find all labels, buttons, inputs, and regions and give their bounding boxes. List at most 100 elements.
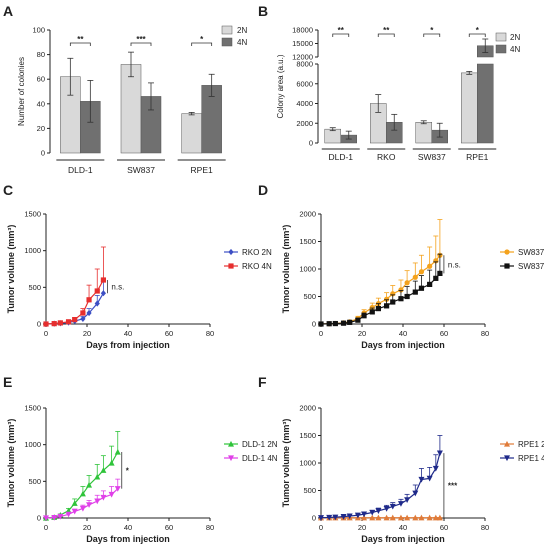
- panel-e-y-tick-label: 0: [37, 514, 41, 523]
- panel-e-data-point: [71, 500, 78, 506]
- panel-f-data-point: [361, 514, 368, 521]
- panel-f-chart: 0 500 1000 1500 2000 0 20 40 60 80 Days from injec…: [281, 404, 544, 545]
- panel-c-y-tick-label: 0: [37, 320, 41, 329]
- panel-f-legend-label: RPE1 4N: [518, 454, 544, 463]
- panel-f-data-point: [436, 514, 443, 521]
- panel-a-significance-bracket: [130, 42, 152, 46]
- panel-b-y-tick-label: 12000: [292, 53, 313, 62]
- panel-f-x-tick-label: 60: [440, 523, 448, 532]
- panel-e-legend-marker: [228, 455, 234, 462]
- panel-b-significance-bracket: [377, 33, 395, 37]
- panel-e-significance: *: [126, 466, 130, 475]
- panel-d-x-label: Days from injection: [361, 340, 445, 350]
- panel-e-x-tick-label: 20: [83, 523, 91, 532]
- panel-f-x-tick-label: 80: [481, 523, 489, 532]
- panel-d-data-point: [433, 275, 439, 281]
- panel-c-data-point: [80, 310, 86, 316]
- panel-d-y-tick-label: 0: [312, 320, 316, 329]
- panel-f-data-point: [369, 509, 376, 516]
- panel-b-category-label: RPE1: [466, 152, 488, 162]
- panel-d-data-point: [375, 306, 381, 312]
- panel-f-y-tick-label: 1500: [299, 431, 316, 440]
- panel-a-legend-swatch: [221, 25, 233, 35]
- panel-e-y-label: Tumor volume (mm³): [6, 419, 16, 508]
- panel-f-data-point: [412, 514, 419, 521]
- panel-c-significance: n.s.: [111, 283, 124, 292]
- panel-a-legend-label: 2N: [237, 26, 247, 35]
- panel-e-data-point: [100, 467, 107, 473]
- panel-d-data-point: [340, 320, 347, 326]
- panel-d-data-point: [427, 263, 433, 269]
- panel-c-data-point: [94, 288, 100, 294]
- panel-f-legend-marker: [504, 455, 510, 462]
- panel-c-legend-marker: [228, 263, 234, 269]
- panel-f-data-point: [369, 514, 376, 521]
- panel-b-legend-swatch: [495, 44, 507, 54]
- panel-b-significance-bracket: [332, 33, 350, 37]
- panel-f-data-point: [389, 503, 396, 510]
- panel-d-data-point: [384, 296, 390, 302]
- panel-f-data-point: [375, 514, 382, 521]
- panel-d-data-point: [404, 293, 410, 300]
- panel-a-significance-bracket: [191, 42, 213, 46]
- panel-f-data-point: [383, 506, 390, 512]
- panel-d-y-tick-label: 2000: [299, 210, 316, 219]
- panel-f-x-tick-label: 20: [358, 523, 366, 532]
- panel-b-significance-bracket: [468, 33, 486, 37]
- panel-a-category-label: RPE1: [191, 165, 213, 175]
- panel-d-data-point: [347, 319, 353, 325]
- panel-c-y-tick-label: 1000: [24, 246, 41, 255]
- panel-f-data-point: [332, 514, 339, 521]
- panel-f-data-point: [375, 508, 382, 514]
- panel-d-data-point: [398, 287, 404, 293]
- panel-d-x-tick-label: 20: [358, 329, 366, 338]
- panel-d-data-point: [427, 281, 433, 287]
- panel-c-x-tick-label: 0: [44, 329, 48, 338]
- panel-c-data-point: [86, 297, 92, 303]
- panel-label-a: A: [3, 3, 13, 19]
- panel-d-y-label: Tumor volume (mm³): [281, 225, 291, 314]
- panel-d-data-point: [404, 280, 410, 286]
- panel-e-data-point: [43, 515, 49, 522]
- panel-e-legend-label: DLD-1 4N: [242, 454, 278, 463]
- panel-e-y-tick-label: 1000: [24, 440, 41, 449]
- panel-label-f: F: [258, 374, 267, 390]
- panel-a-y-tick-label: 40: [37, 99, 45, 108]
- panel-d-y-tick-label: 1500: [299, 237, 316, 246]
- panel-f-data-point: [436, 450, 443, 457]
- panel-f-y-tick-label: 2000: [299, 404, 316, 413]
- panel-b-y-tick-label: 6000: [296, 79, 313, 88]
- panel-e-data-point: [57, 513, 64, 520]
- panel-f-data-point: [389, 514, 396, 521]
- panel-d-y-tick-label: 500: [303, 292, 316, 301]
- panel-a-category-label: DLD-1: [68, 165, 93, 175]
- panel-label-c: C: [3, 182, 13, 198]
- panel-b-y-tick-label: 8000: [296, 60, 313, 69]
- panel-b-significance-bracket: [423, 33, 441, 37]
- panel-d-data-point: [332, 320, 338, 327]
- panel-d-series-line: [320, 273, 441, 325]
- panel-c-x-label: Days from injection: [86, 340, 170, 350]
- panel-e-x-tick-label: 60: [165, 523, 173, 532]
- panel-d-y-tick-label: 1000: [299, 265, 316, 274]
- panel-c-chart: 0 500 1000 1500 0 20 40 60 80 Days from injection…: [6, 210, 272, 351]
- panel-c-data-point: [94, 300, 100, 307]
- panel-f-x-tick-label: 0: [319, 523, 323, 532]
- panel-c-y-tick-label: 500: [28, 283, 41, 292]
- panel-f-x-tick-label: 40: [399, 523, 407, 532]
- panel-f-y-tick-label: 500: [303, 486, 316, 495]
- panel-c-data-point: [51, 321, 57, 327]
- panel-a-y-label: Number of colonies: [17, 57, 26, 126]
- panel-c-data-point: [86, 309, 92, 317]
- panel-e-y-tick-label: 500: [28, 477, 41, 486]
- panel-b-bar: [461, 72, 478, 144]
- panel-f-y-tick-label: 1000: [299, 459, 316, 468]
- panel-d-legend-label: SW837 4N: [518, 262, 544, 271]
- panel-a-y-tick-label: 100: [32, 26, 45, 35]
- panel-f-data-point: [432, 514, 439, 521]
- panel-e-x-tick-label: 80: [206, 523, 214, 532]
- panel-d-chart: 0 500 1000 1500 2000 0 20 40 60 80 Days from injec…: [281, 210, 544, 351]
- panel-e-data-point: [94, 498, 101, 505]
- panel-d-data-point: [418, 269, 425, 275]
